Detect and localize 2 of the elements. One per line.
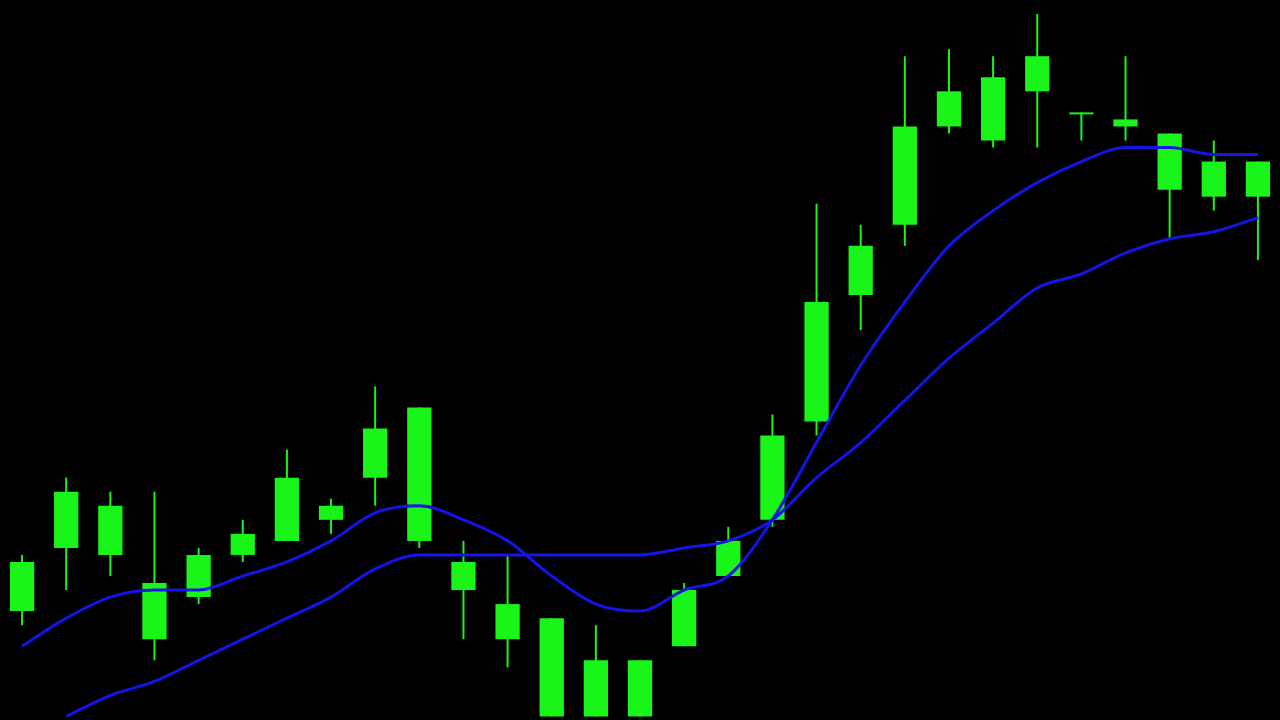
candlestick bbox=[1069, 111, 1094, 142]
candlestick bbox=[1113, 55, 1138, 142]
